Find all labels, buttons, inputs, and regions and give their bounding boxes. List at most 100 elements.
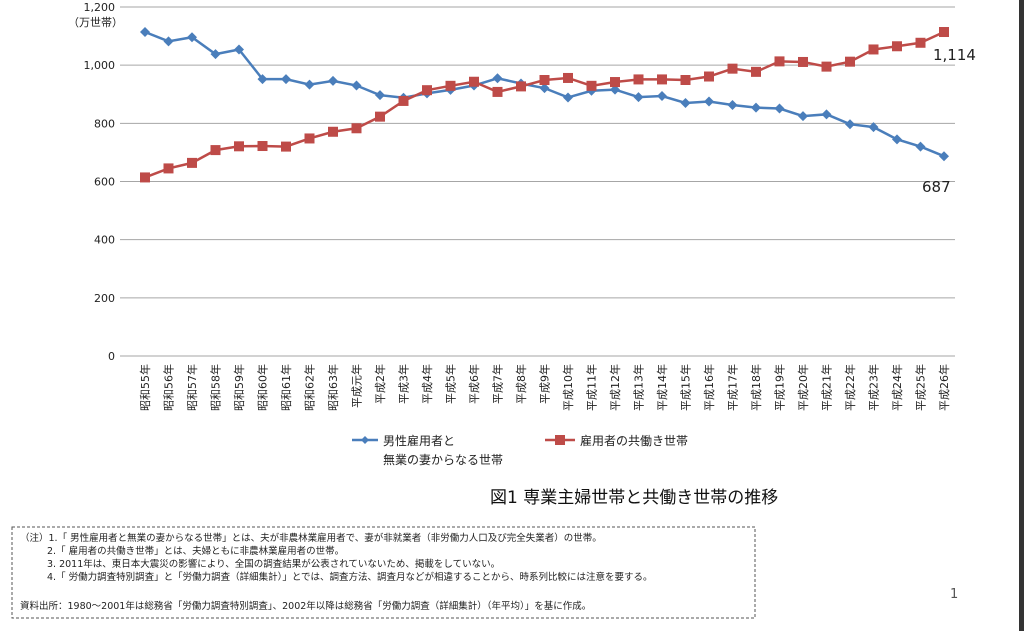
y-tick-label: 800 — [94, 117, 115, 130]
data-point — [257, 141, 268, 152]
data-point — [210, 145, 221, 156]
x-tick-label: 昭和55年 — [138, 364, 152, 411]
data-point — [610, 77, 620, 88]
data-point — [939, 27, 949, 38]
series-1: 1,114 — [140, 27, 976, 183]
data-point — [163, 36, 174, 47]
x-tick-label: 昭和58年 — [209, 364, 223, 411]
x-tick-label: 平成11年 — [585, 364, 599, 411]
legend-label: 無業の妻からなる世帯 — [383, 452, 503, 467]
data-point — [798, 111, 808, 122]
data-point — [187, 157, 197, 168]
x-tick-label: 平成17年 — [726, 364, 740, 411]
data-point — [210, 49, 221, 60]
y-axis-unit: （万世帯） — [68, 16, 123, 29]
data-point — [633, 92, 644, 103]
x-tick-label: 平成2年 — [373, 364, 387, 404]
x-tick-label: 平成19年 — [773, 364, 787, 411]
data-point — [563, 92, 573, 103]
data-point — [163, 163, 174, 174]
data-point — [375, 111, 385, 122]
data-point — [610, 84, 620, 95]
legend-label: 雇用者の共働き世帯 — [580, 433, 688, 448]
end-data-label: 1,114 — [933, 46, 976, 64]
chart-title: 図1 専業主婦世帯と共働き世帯の推移 — [490, 488, 778, 508]
data-point — [798, 56, 808, 67]
data-point — [351, 123, 362, 134]
x-tick-label: 平成23年 — [867, 364, 881, 411]
data-point — [492, 86, 503, 97]
data-point — [304, 133, 315, 144]
x-tick-label: 平成18年 — [749, 364, 763, 411]
data-point — [845, 56, 855, 67]
x-tick-label: 平成24年 — [890, 364, 904, 411]
source-note: 資料出所：1980～2001年は総務省「労働力調査特別調査」、2002年以降は総… — [20, 600, 591, 612]
data-point — [892, 134, 902, 145]
y-tick-label: 400 — [94, 234, 115, 247]
x-tick-label: 平成25年 — [914, 364, 928, 411]
x-tick-label: 平成元年 — [350, 364, 364, 408]
data-point — [704, 96, 714, 107]
x-tick-label: 平成3年 — [397, 364, 411, 404]
x-tick-label: 平成6年 — [467, 364, 481, 404]
x-tick-label: 平成4年 — [420, 364, 434, 404]
x-tick-label: 昭和61年 — [279, 364, 293, 411]
data-point — [915, 141, 926, 152]
legend-marker-diamond-icon — [361, 436, 369, 444]
note-2: 2.「 雇用者の共働き世帯」とは、夫婦ともに非農林業雇用者の世帯。 — [47, 545, 344, 557]
x-tick-label: 昭和56年 — [162, 364, 176, 411]
x-tick-label: 平成8年 — [514, 364, 528, 404]
legend-marker-square-icon — [555, 435, 565, 445]
data-point — [939, 151, 949, 162]
page-edge — [1019, 0, 1024, 631]
y-tick-label: 0 — [108, 350, 115, 363]
data-point — [492, 73, 503, 84]
note-3: 3. 2011年は、東日本大震災の影響により、全国の調査結果が公表されていないた… — [47, 558, 500, 570]
data-point — [633, 74, 644, 85]
x-tick-label: 昭和63年 — [326, 364, 340, 411]
y-tick-label: 200 — [94, 292, 115, 305]
data-point — [892, 41, 902, 52]
data-point — [868, 44, 879, 55]
data-point — [680, 74, 691, 85]
data-point — [774, 103, 785, 114]
data-point — [563, 72, 573, 83]
x-tick-label: 平成14年 — [655, 364, 669, 411]
data-point — [586, 80, 597, 91]
x-tick-label: 昭和60年 — [256, 364, 270, 411]
x-tick-label: 平成7年 — [491, 364, 505, 404]
data-point — [751, 102, 761, 113]
x-tick-label: 平成13年 — [632, 364, 646, 411]
end-data-label: 687 — [922, 178, 951, 196]
data-point — [328, 126, 338, 137]
data-point — [680, 97, 691, 108]
data-point — [868, 122, 879, 133]
data-point — [140, 172, 150, 183]
x-tick-label: 平成12年 — [608, 364, 622, 411]
x-tick-label: 昭和59年 — [232, 364, 246, 411]
x-tick-label: 昭和62年 — [303, 364, 317, 411]
data-point — [539, 74, 550, 85]
data-point — [469, 76, 479, 87]
x-tick-label: 平成5年 — [444, 364, 458, 404]
data-point — [281, 74, 291, 85]
page-number: 1 — [950, 587, 958, 602]
data-point — [821, 109, 832, 120]
x-tick-label: 平成15年 — [679, 364, 693, 411]
data-point — [304, 79, 315, 90]
data-point — [821, 61, 832, 72]
data-point — [445, 80, 456, 91]
data-point — [704, 71, 714, 82]
note-4: 4.「 労働力調査特別調査」と「労働力調査（詳細集計）」とでは、調査方法、調査月… — [47, 571, 653, 583]
data-point — [281, 141, 291, 152]
data-point — [328, 75, 338, 86]
data-point — [751, 66, 761, 77]
data-point — [140, 27, 150, 38]
data-point — [422, 85, 432, 96]
series-line — [144, 30, 945, 158]
data-point — [516, 81, 526, 92]
y-tick-label: 600 — [94, 176, 115, 189]
series-line — [144, 30, 945, 179]
data-point — [187, 32, 197, 43]
